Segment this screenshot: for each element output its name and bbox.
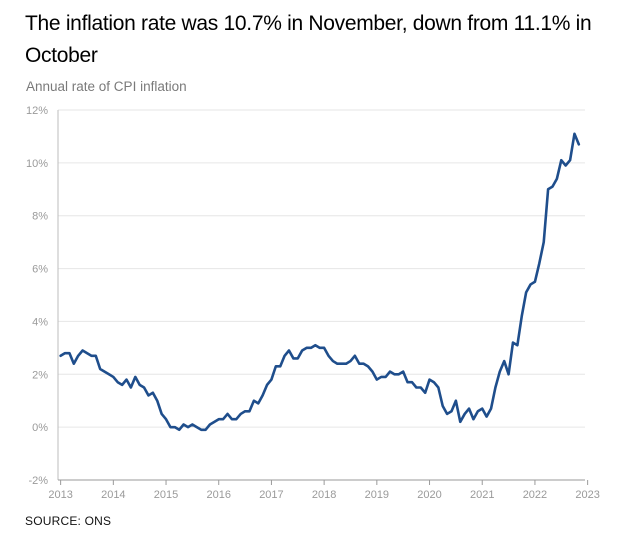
x-tick-label: 2017 xyxy=(259,489,283,500)
x-tick-label: 2020 xyxy=(417,489,441,500)
x-tick-label: 2016 xyxy=(206,489,230,500)
x-tick-label: 2018 xyxy=(312,489,336,500)
y-tick-label: 2% xyxy=(32,369,48,381)
y-tick-label: 8% xyxy=(32,211,48,223)
x-tick-label: 2019 xyxy=(365,489,389,500)
x-tick-label: 2013 xyxy=(48,489,72,500)
y-tick-label: 12% xyxy=(26,105,48,117)
y-tick-label: 6% xyxy=(32,264,48,276)
x-axis-tick-labels: 2013 2014 2015 2016 2017 2018 2019 2020 2021 2022… xyxy=(48,489,599,500)
chart-title: The inflation rate was 10.7% in November… xyxy=(25,12,592,67)
y-axis-tick-labels: -2% 0% 2% 4% 6% 8% 10% 12% xyxy=(26,105,48,487)
y-tick-label: -2% xyxy=(28,475,48,487)
x-tick-label: 2014 xyxy=(101,489,125,500)
x-tick-label: 2022 xyxy=(523,489,547,500)
gridlines xyxy=(58,109,585,428)
line-chart: -2% 0% 2% 4% 6% 8% 10% 12% 2013 2014 2015 2016 2017… xyxy=(26,105,600,500)
chart-subtitle: Annual rate of CPI inflation xyxy=(26,79,187,94)
x-tick-label: 2021 xyxy=(470,489,494,500)
source-note: SOURCE: ONS xyxy=(25,514,112,528)
y-tick-label: 0% xyxy=(32,422,48,434)
series-lines xyxy=(59,132,581,432)
y-tick-label: 4% xyxy=(32,316,48,328)
x-tick-label: 2015 xyxy=(154,489,178,500)
y-tick-label: 10% xyxy=(26,158,48,170)
axes xyxy=(57,110,589,485)
cpi-inflation-line xyxy=(59,132,581,432)
x-tick-label: 2023 xyxy=(575,489,599,500)
